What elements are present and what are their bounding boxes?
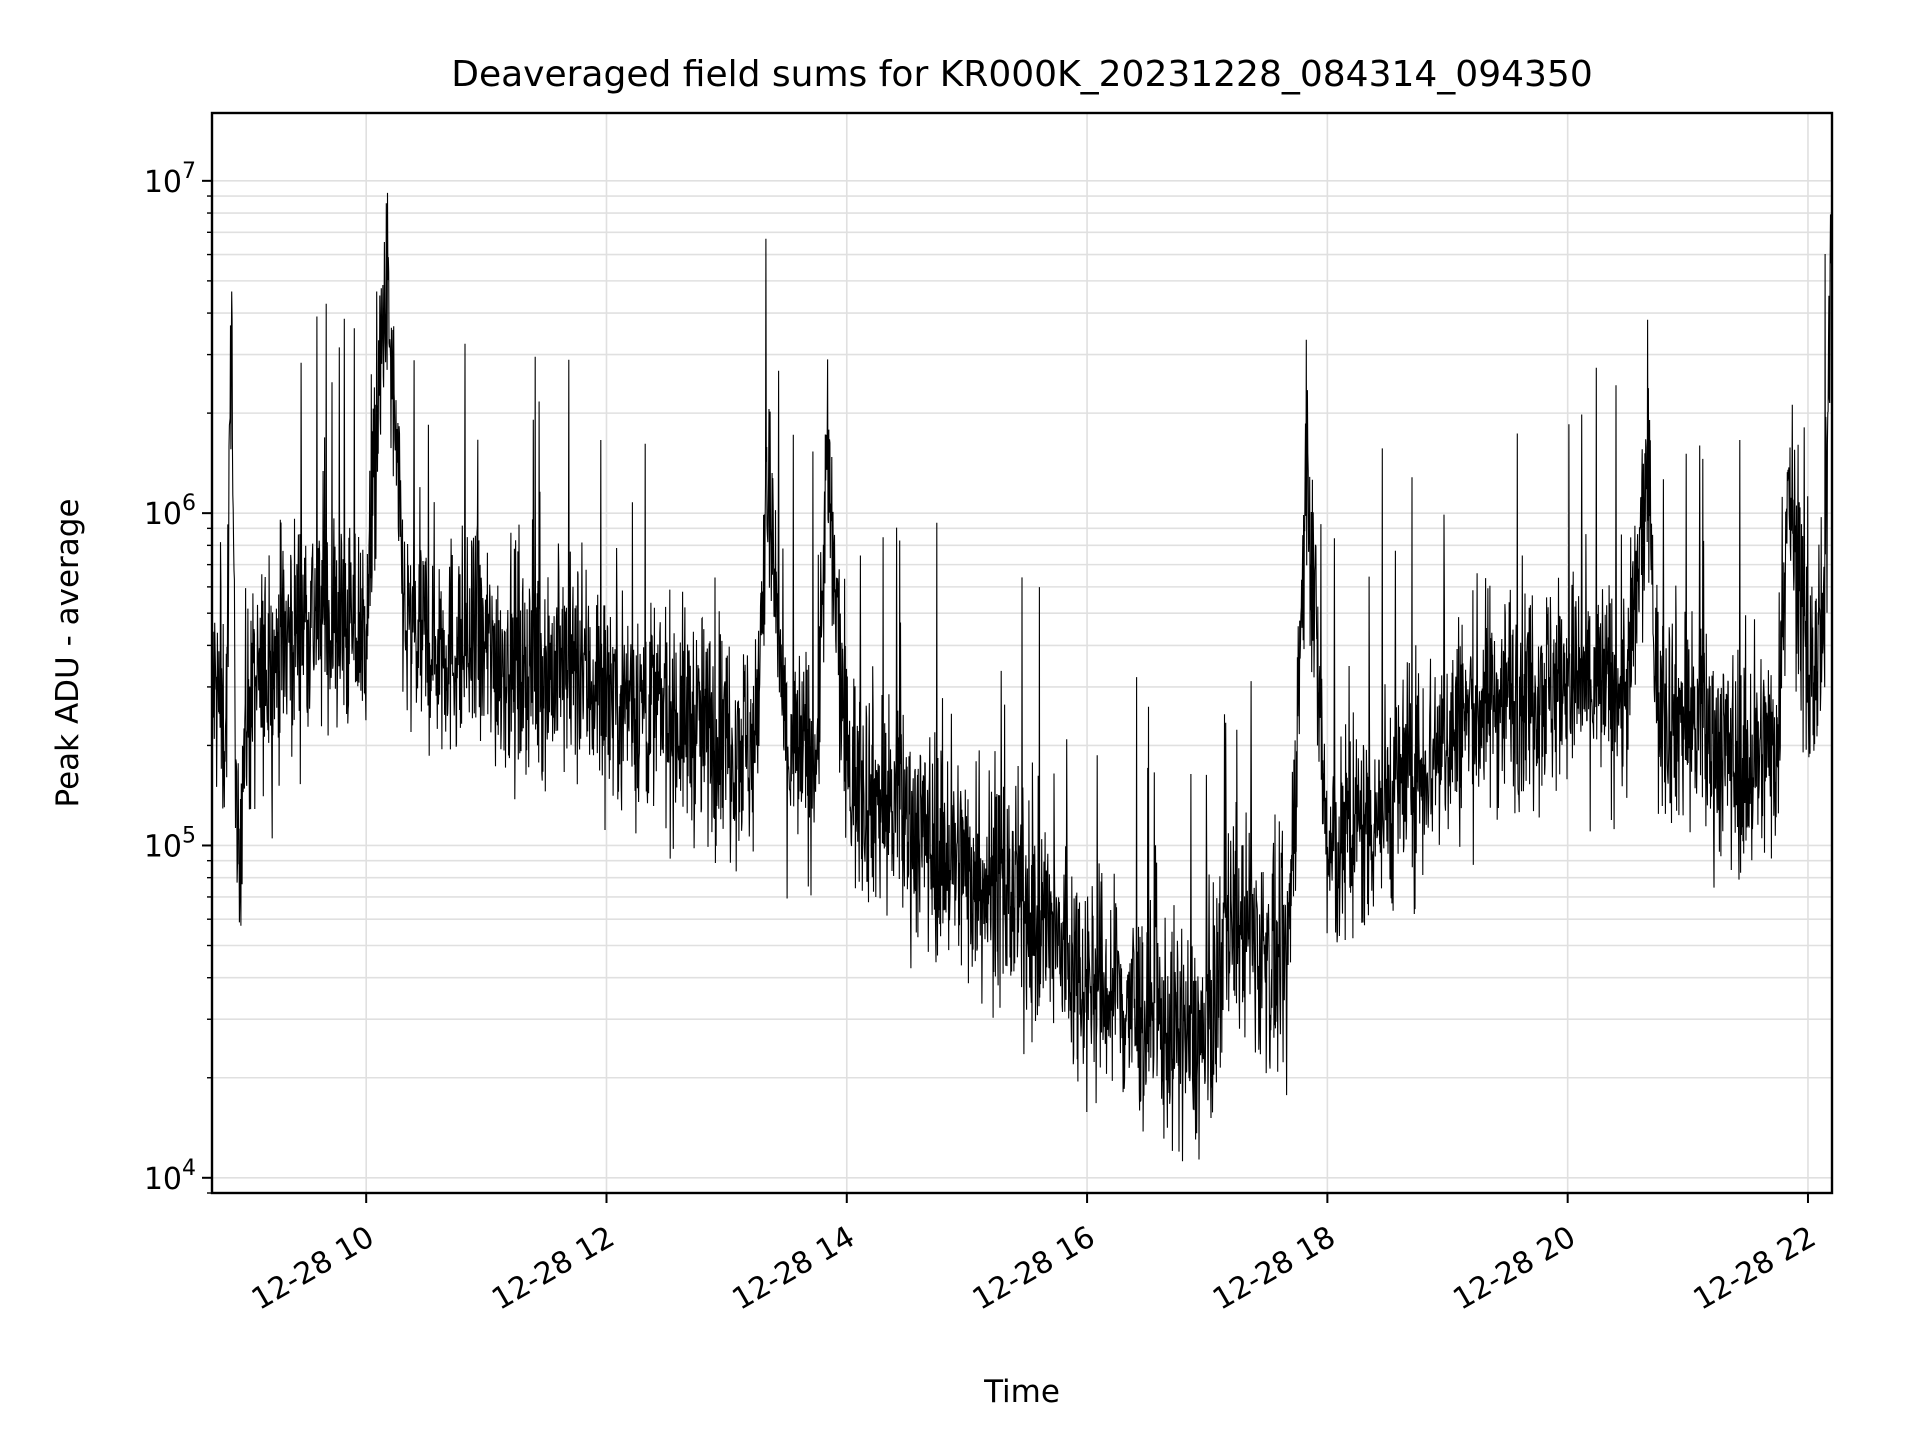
plot-frame [210, 111, 1834, 1195]
chart-title: Deaveraged field sums for KR000K_2023122… [451, 54, 1592, 95]
x-axis-label: Time [983, 1374, 1060, 1410]
y-axis-label: Peak ADU - average [50, 498, 86, 807]
series-layer [211, 112, 1833, 1162]
series-line [211, 112, 1833, 1162]
